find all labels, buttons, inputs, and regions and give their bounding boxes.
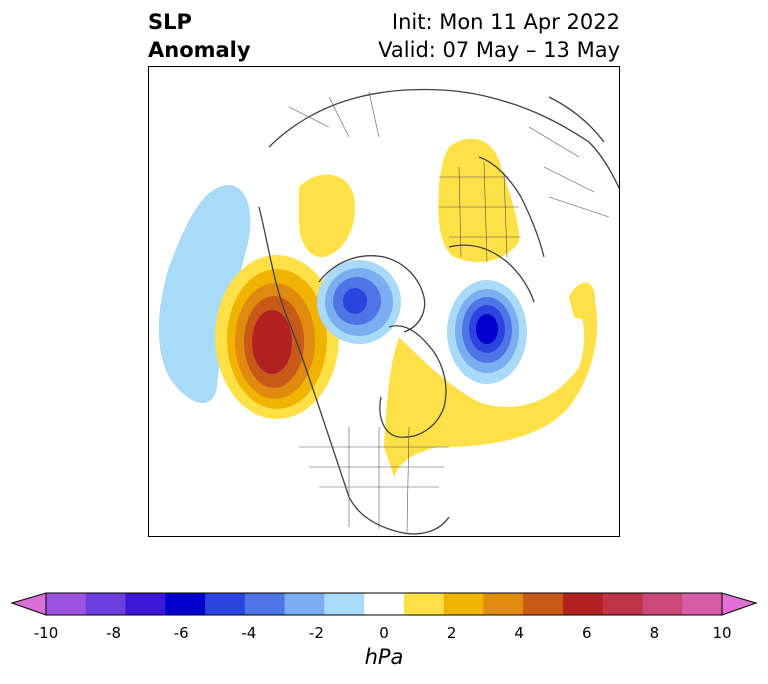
colorbar-tick-label: 6 (582, 624, 592, 642)
colorbar-tick-label: -4 (241, 624, 257, 642)
title-line-2: Anomaly (148, 38, 251, 62)
colorbar-segment (324, 593, 365, 615)
colorbar-segment (523, 593, 564, 615)
colorbar-tick-label: 10 (712, 624, 732, 642)
europe-negative-anomaly (447, 280, 527, 384)
colorbar-tick-label: -10 (33, 624, 59, 642)
colorbar-tick-label: -6 (173, 624, 189, 642)
colorbar-segment (85, 593, 127, 615)
atlantic-positive-anomaly (384, 282, 598, 477)
colorbar-segment (562, 593, 604, 615)
arctic-negative-anomaly (317, 260, 401, 344)
colorbar-tick-label: -8 (106, 624, 122, 642)
colorbar (10, 592, 758, 616)
colorbar-max-extension (721, 592, 758, 616)
alaska-positive-anomaly (215, 255, 339, 419)
title-line-1: SLP (148, 10, 192, 34)
colorbar-segment (46, 593, 87, 615)
map-title: SLP Anomaly (148, 8, 251, 64)
colorbar-segment (682, 593, 723, 615)
colorbar-segment (443, 593, 484, 615)
pacific-negative-anomaly (158, 185, 251, 404)
colorbar-segment (602, 593, 643, 615)
colorbar-tick-label: 8 (649, 624, 660, 642)
map-panel (148, 66, 620, 537)
country-borders (288, 91, 610, 533)
canada-positive-patch (299, 174, 355, 258)
colorbar-tick-label: 4 (514, 624, 524, 642)
valid-period: Valid: 07 May – 13 May (378, 38, 620, 62)
date-info: Init: Mon 11 Apr 2022 Valid: 07 May – 13… (378, 8, 620, 64)
scandinavia-positive-patch (569, 282, 596, 319)
colorbar-min-extension (10, 592, 47, 616)
russia-positive-anomaly (438, 138, 520, 262)
anomaly-map (158, 88, 619, 535)
colorbar-segment (205, 593, 246, 615)
colorbar-segment (642, 593, 683, 615)
colorbar-tick-label: 0 (379, 624, 389, 642)
colorbar-segment (165, 593, 206, 615)
colorbar-segment (284, 593, 325, 615)
colorbar-segment (244, 593, 286, 615)
colorbar-segment (364, 593, 405, 615)
init-date: Init: Mon 11 Apr 2022 (391, 10, 620, 34)
colorbar-border (45, 592, 723, 616)
colorbar-segment (483, 593, 524, 615)
colorbar-segment (125, 593, 166, 615)
colorbar-tick-label: -2 (308, 624, 324, 642)
colorbar-tick-label: 2 (446, 624, 457, 642)
colorbar-segment (403, 593, 445, 615)
colorbar-label: hPa (364, 645, 404, 669)
coastlines (258, 88, 619, 535)
